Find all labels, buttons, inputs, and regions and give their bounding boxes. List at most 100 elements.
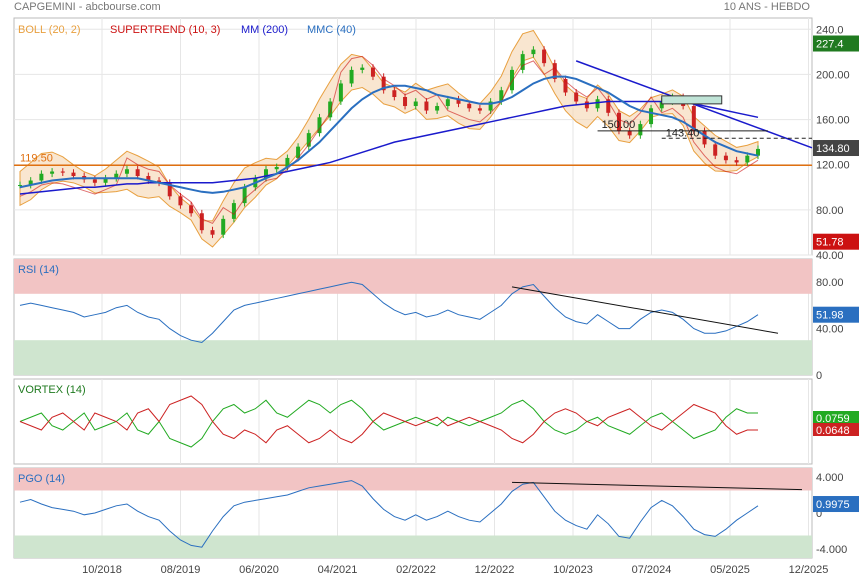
price-candle <box>92 179 97 183</box>
price-candle <box>627 130 632 136</box>
price-candle <box>50 171 55 174</box>
price-candle <box>199 213 204 231</box>
price-candle <box>563 78 568 93</box>
price-candle <box>413 101 418 107</box>
price-candle <box>146 176 151 181</box>
vortex-badge-bg <box>813 411 859 424</box>
price-candle <box>477 108 482 111</box>
chart-title: CAPGEMINI - abcbourse.com <box>14 1 161 13</box>
mm200-line <box>19 100 759 195</box>
price-candle <box>723 155 728 161</box>
y-tick-label: 120.00 <box>816 160 850 172</box>
supertrend-line <box>19 55 759 225</box>
price-candle <box>403 97 408 107</box>
panel-frame-vortex <box>13 378 813 465</box>
price-candle <box>702 130 707 145</box>
rsi-line <box>19 281 759 344</box>
price-badge-bg <box>813 35 859 52</box>
y-tick-label: -4.000 <box>816 544 847 556</box>
rsi-label: RSI (14) <box>18 264 59 276</box>
price-candle <box>616 112 621 131</box>
price-candle <box>349 69 354 84</box>
price-candle <box>659 101 664 109</box>
price-candle <box>114 173 119 179</box>
price-candle <box>71 172 76 176</box>
level-label-143: 143.40 <box>666 127 700 139</box>
price-badge: 51.78 <box>816 237 844 249</box>
x-tick-label: 12/2022 <box>475 564 515 576</box>
pgo-label: PGO (14) <box>18 473 65 485</box>
legend-item: MM (200) <box>241 24 288 36</box>
price-candle <box>542 49 547 64</box>
price-candle <box>189 205 194 214</box>
price-candle <box>467 103 472 109</box>
legend-item: BOLL (20, 2) <box>18 24 81 36</box>
price-candle <box>574 92 579 102</box>
price-candle <box>595 99 600 109</box>
price-badge-bg <box>813 140 859 157</box>
price-badge-bg <box>813 233 859 250</box>
price-candle <box>488 101 493 111</box>
x-tick-label: 02/2022 <box>396 564 436 576</box>
price-candle <box>424 101 429 111</box>
price-candle <box>713 144 718 156</box>
price-candle <box>306 133 311 147</box>
price-candle <box>178 196 183 206</box>
price-candle <box>531 49 536 55</box>
y-tick-label: 40.00 <box>816 250 844 262</box>
price-candle <box>338 83 343 102</box>
y-tick-label: 80.00 <box>816 277 844 289</box>
y-tick-label: 40.00 <box>816 324 844 336</box>
price-candle <box>274 166 279 170</box>
price-candle <box>392 90 397 97</box>
y-tick-label: 200.00 <box>816 69 850 81</box>
rsi-trendline <box>511 286 779 334</box>
x-tick-label: 07/2024 <box>632 564 672 576</box>
price-candle <box>456 99 461 104</box>
y-tick-label: 240.0 <box>816 24 844 36</box>
mmc40-line <box>19 75 759 194</box>
price-candle <box>28 180 33 186</box>
price-candle <box>745 155 750 163</box>
x-tick-label: 04/2021 <box>318 564 358 576</box>
price-candle <box>370 67 375 77</box>
price-candle <box>167 182 172 197</box>
rsi-overbought-zone <box>14 259 812 294</box>
price-candle <box>552 63 557 79</box>
vortex-badge-bg <box>813 423 859 436</box>
price-candle <box>649 108 654 125</box>
price-candle <box>756 148 760 156</box>
pgo-low-zone <box>14 535 812 558</box>
price-candle <box>328 101 333 118</box>
vortex-badge: 0.0648 <box>816 425 850 437</box>
price-candle <box>103 178 108 183</box>
x-tick-label: 10/2018 <box>82 564 122 576</box>
price-candle <box>606 99 611 113</box>
x-tick-label: 05/2025 <box>710 564 750 576</box>
legend-item: MMC (40) <box>307 24 356 36</box>
bollinger-band <box>19 29 759 248</box>
legend-item: SUPERTREND (10, 3) <box>110 24 220 36</box>
price-candle <box>510 69 514 91</box>
price-candle <box>221 218 226 235</box>
y-tick-label: 0 <box>816 370 822 382</box>
price-candle <box>381 76 386 91</box>
price-candle <box>157 180 162 183</box>
price-candle <box>520 54 525 70</box>
x-tick-label: 08/2019 <box>161 564 201 576</box>
level-label-150: 150.00 <box>602 119 636 131</box>
rsi-oversold-zone <box>14 340 812 375</box>
price-candle <box>135 169 140 176</box>
x-tick-label: 06/2020 <box>239 564 279 576</box>
pgo-trendline <box>511 481 803 491</box>
rsi-badge-bg <box>813 306 859 323</box>
chart-period: 10 ANS - HEBDO <box>723 1 810 13</box>
price-candle <box>360 67 365 70</box>
vortex-minus-line <box>19 395 758 444</box>
price-candle <box>242 187 247 204</box>
price-candle <box>445 99 450 107</box>
price-candle <box>39 173 44 181</box>
pgo-line <box>19 480 759 548</box>
price-candle <box>285 157 290 167</box>
